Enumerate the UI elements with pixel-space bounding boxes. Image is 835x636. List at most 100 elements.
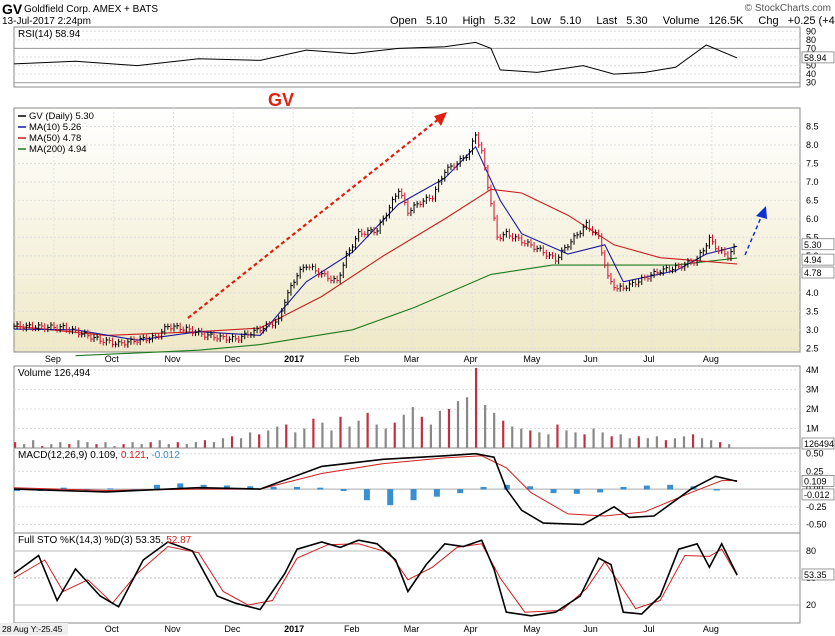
rsi-line [13, 41, 738, 75]
chg-value: +0.25 (+4.95%) [787, 15, 835, 27]
macd-last-label: 0.109 [804, 476, 827, 486]
rsi-tick-70: 70 [806, 43, 816, 53]
trend-arrowhead-blue [756, 206, 767, 219]
sto-tick-80: 80 [806, 546, 816, 556]
volume-bar [95, 444, 98, 448]
sto-title-part: , [161, 535, 167, 546]
rsi-tick-50: 50 [806, 61, 816, 71]
month-label-Apr: Apr [464, 354, 478, 364]
volume-bar [303, 428, 306, 448]
volume-bar [276, 426, 279, 448]
volume-bar [203, 440, 207, 448]
volume-bar [212, 442, 216, 448]
sto-d-line [13, 543, 738, 613]
macd-hist-bar [130, 489, 137, 490]
volume-bar [411, 407, 414, 448]
bottom-month-label-Jul: Jul [643, 624, 655, 634]
macd-hist-bar [107, 488, 114, 490]
macd-hist-bar [410, 489, 417, 501]
price-tick-5.5: 5.5 [806, 232, 819, 242]
volume-bar [68, 444, 71, 448]
month-label-Nov: Nov [165, 354, 182, 364]
bottom-month-label-Feb: Feb [344, 624, 360, 634]
price-tick-6: 6.0 [806, 214, 819, 224]
volume-bar [511, 426, 514, 448]
volume-bar [691, 434, 695, 448]
month-label-Oct: Oct [105, 354, 120, 364]
volume-bar [484, 405, 487, 448]
ma50-last-label-box [801, 266, 835, 279]
sto-tick-20: 20 [806, 600, 816, 610]
volume-bar [646, 438, 649, 448]
ma50-line [13, 188, 738, 336]
trend-arrow-blue [744, 214, 763, 256]
volume-bar [185, 444, 188, 448]
price-tick-3: 3.0 [806, 325, 819, 335]
symbol: GV [2, 1, 23, 17]
volume-bar [41, 446, 44, 448]
volume-bar [673, 438, 677, 448]
legend-entry-2: MA(50) 4.78 [29, 133, 81, 144]
bottom-month-label-Aug: Aug [703, 624, 719, 634]
price-tick-7.5: 7.5 [806, 158, 819, 168]
volume-bar [140, 444, 143, 448]
chart-date: 13-Jul-2017 2:24pm [2, 16, 91, 27]
macd-tick-0.5: 0.50 [806, 449, 824, 459]
macd-title-part: MACD(12,26,9) [18, 450, 90, 461]
price-tick-6.5: 6.5 [806, 195, 819, 205]
volume-label: Volume [662, 15, 700, 27]
legend-entry-3: MA(200) 4.94 [29, 144, 87, 155]
macd-tick--0.5: -0.50 [806, 520, 827, 530]
volume-bar [366, 412, 369, 448]
macd-hist-last-label-box [801, 488, 835, 501]
month-label-Jul: Jul [643, 354, 655, 364]
macd-hist-bar [340, 489, 347, 491]
stockcharts-brand: © StockCharts.com [744, 3, 831, 14]
macd-hist-bar [667, 484, 674, 490]
volume-bar [285, 424, 288, 448]
price-last-label-box [801, 238, 835, 251]
macd-hist-bar [363, 489, 370, 501]
low-value: 5.10 [559, 15, 582, 27]
volume-last-label-box [801, 437, 835, 450]
bottom-month-label-Dec: Dec [224, 624, 241, 634]
volume-bar [104, 442, 107, 448]
volume-bar [601, 432, 604, 448]
annotation-gv: GV [268, 90, 294, 110]
volume-bar [230, 436, 234, 448]
volume-bar [628, 438, 631, 448]
volume-bar [131, 442, 134, 448]
vol-tick-0: 1M [806, 423, 819, 433]
volume-bar [176, 442, 179, 448]
volume-bar [321, 422, 324, 448]
volume-bar [393, 422, 396, 448]
volume-bar [267, 430, 270, 448]
bottom-month-label-Apr: Apr [464, 624, 478, 634]
high-value: 5.32 [494, 15, 516, 27]
volume-bar [77, 440, 80, 448]
macd-hist-bar [293, 486, 300, 490]
macd-title-part: , [115, 450, 121, 461]
macd-hist-bar [503, 484, 510, 490]
volume-bar [710, 440, 713, 448]
rsi-tick-90: 90 [806, 26, 816, 36]
ma200-last-label-box [801, 253, 835, 266]
footer-note-box [0, 623, 68, 635]
trend-arrow-red [187, 117, 441, 319]
quote-stats: Open 5.10 High 5.32 Low 5.10 Last 5.30 V… [390, 15, 835, 27]
price-tick-3.5: 3.5 [806, 306, 819, 316]
macd-title-part: 0.109 [90, 450, 115, 461]
volume-bar [167, 444, 170, 448]
volume-bar [438, 410, 442, 448]
volume-bar [664, 440, 668, 448]
chg-label: Chg [758, 15, 779, 27]
month-label-Jun: Jun [583, 354, 598, 364]
volume-bar [429, 424, 432, 448]
macd-title: MACD(12,26,9) 0.109, 0.121, -0.012 [18, 450, 180, 461]
rsi-tick-40: 40 [806, 69, 816, 79]
macd-hist-bar [433, 489, 440, 497]
rsi-last-label-box [801, 51, 835, 64]
month-label-Dec: Dec [224, 354, 241, 364]
sto-title-part: 53.35 [136, 535, 161, 546]
